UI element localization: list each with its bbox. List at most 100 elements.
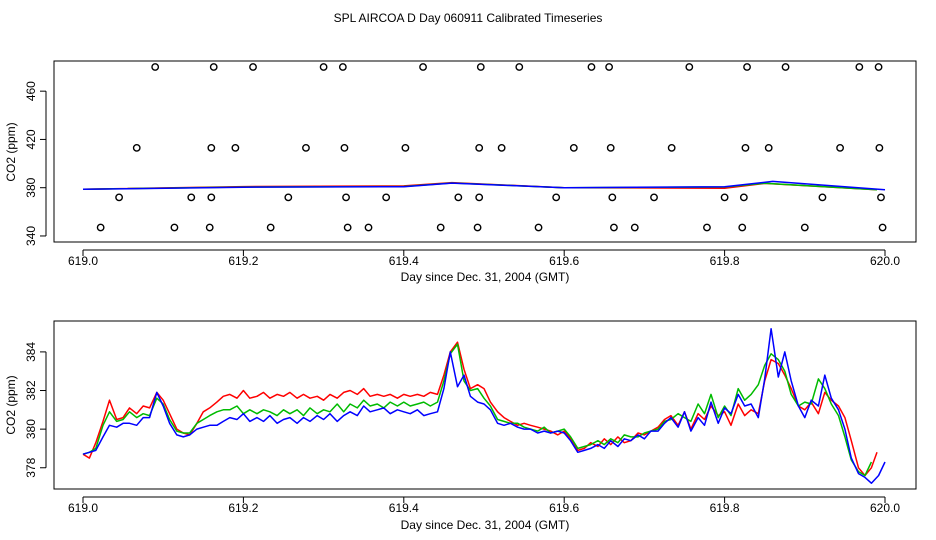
calibration-point (720, 193, 729, 202)
calibration-point (473, 223, 482, 232)
x-tick-label: 619.2 (228, 501, 258, 515)
calibration-point (497, 143, 506, 152)
y-tick-label: 340 (24, 226, 38, 246)
plot-frame (53, 60, 917, 243)
calibration-point (667, 143, 676, 152)
x-tick-label: 619.0 (68, 501, 98, 515)
x-tick-label: 620.0 (870, 501, 900, 515)
calibration-point (587, 63, 596, 71)
series-line-green (82, 343, 873, 477)
calibration-point (781, 63, 790, 71)
calibration-point (800, 223, 809, 232)
calibration-point (132, 143, 141, 152)
x-axis: 619.0 619.2 619.4 619.6 619.8 620.0 (68, 254, 900, 268)
calibration-point (475, 193, 484, 202)
calibration-point (343, 223, 352, 232)
calibration-point (340, 143, 349, 152)
y-axis-label: CO2 (ppm) (4, 375, 18, 434)
calibration-point (610, 223, 618, 232)
calibration-point (364, 223, 373, 232)
calibration-point (650, 193, 658, 202)
calibration-point (475, 143, 484, 152)
calibration-point (764, 143, 773, 152)
calibration-point (739, 193, 748, 202)
calibration-point (685, 63, 694, 71)
y-axis-label: CO2 (ppm) (4, 122, 18, 181)
calibration-point (401, 143, 410, 152)
calibration-point (741, 143, 750, 152)
x-tick-label: 619.0 (68, 254, 98, 268)
chart-title: SPL AIRCOA D Day 060911 Calibrated Times… (334, 11, 603, 25)
x-tick-label: 620.0 (870, 254, 900, 268)
plot-frame (53, 320, 917, 490)
calibration-point (207, 193, 216, 202)
x-tick-label: 619.4 (389, 254, 419, 268)
calibration-point (606, 143, 615, 152)
x-tick-label: 619.4 (389, 501, 419, 515)
calibration-point (115, 193, 123, 202)
series-line-red (82, 341, 878, 477)
x-axis: 619.0 619.2 619.4 619.6 619.8 620.0 (68, 501, 900, 515)
calibration-point (205, 223, 214, 232)
calibration-point (436, 223, 445, 232)
x-tick-label: 619.8 (710, 254, 740, 268)
calibration-point (284, 193, 293, 202)
calibration-point (231, 143, 240, 152)
y-tick-label: 380 (24, 177, 38, 197)
calibration-point (382, 193, 391, 202)
calibration-point (703, 223, 711, 232)
calibration-point (569, 143, 578, 152)
y-axis: 378 380 382 384 (24, 342, 38, 478)
calibration-point (875, 143, 884, 152)
x-axis-label: Day since Dec. 31, 2004 (GMT) (401, 270, 570, 284)
calibration-point (552, 193, 561, 202)
y-tick-label: 384 (24, 342, 38, 362)
calibration-point (534, 223, 543, 232)
calibration-point (877, 193, 885, 202)
x-axis-label: Day since Dec. 31, 2004 (GMT) (401, 518, 570, 532)
calibration-point (476, 63, 485, 71)
calibration-point (630, 223, 639, 232)
calibration-point (419, 63, 427, 71)
calibration-panel: 619.0 619.2 619.4 619.6 619.8 620.0 340 … (4, 60, 917, 284)
plot-marks (82, 327, 886, 484)
calibration-point (96, 223, 105, 232)
calibration-point (209, 63, 218, 71)
calibration-point (187, 193, 196, 202)
calibration-point (266, 223, 275, 232)
calibration-point (743, 63, 751, 71)
y-axis: 340 380 420 460 (24, 81, 38, 246)
calibration-point (151, 63, 160, 71)
calibration-point (605, 63, 614, 71)
calibration-point (342, 193, 350, 202)
y-tick-label: 378 (24, 457, 38, 477)
x-tick-label: 619.8 (710, 501, 740, 515)
calibration-point (608, 193, 617, 202)
x-tick-label: 619.2 (228, 254, 258, 268)
calibration-point (738, 223, 747, 232)
calibration-point (874, 63, 883, 71)
y-tick-label: 420 (24, 129, 38, 149)
calibration-point (836, 143, 844, 152)
calibration-point (249, 63, 257, 71)
series-line-blue (82, 180, 886, 191)
calibration-point (302, 143, 310, 152)
y-tick-label: 380 (24, 419, 38, 439)
x-tick-label: 619.6 (549, 254, 579, 268)
series-line-blue (82, 327, 886, 484)
calibration-point (454, 193, 463, 202)
timeseries-panel: 619.0 619.2 619.4 619.6 619.8 620.0 378 … (4, 320, 917, 532)
calibration-point (855, 63, 864, 71)
calibration-point (515, 63, 524, 71)
y-tick-label: 460 (24, 81, 38, 101)
calibration-point (338, 63, 347, 71)
calibration-point (170, 223, 179, 232)
calibration-point (878, 223, 887, 232)
calibration-point (818, 193, 827, 202)
y-tick-label: 382 (24, 380, 38, 400)
plot-marks (82, 63, 887, 232)
x-tick-label: 619.6 (549, 501, 579, 515)
calibration-point (319, 63, 328, 71)
calibration-point (207, 143, 216, 152)
